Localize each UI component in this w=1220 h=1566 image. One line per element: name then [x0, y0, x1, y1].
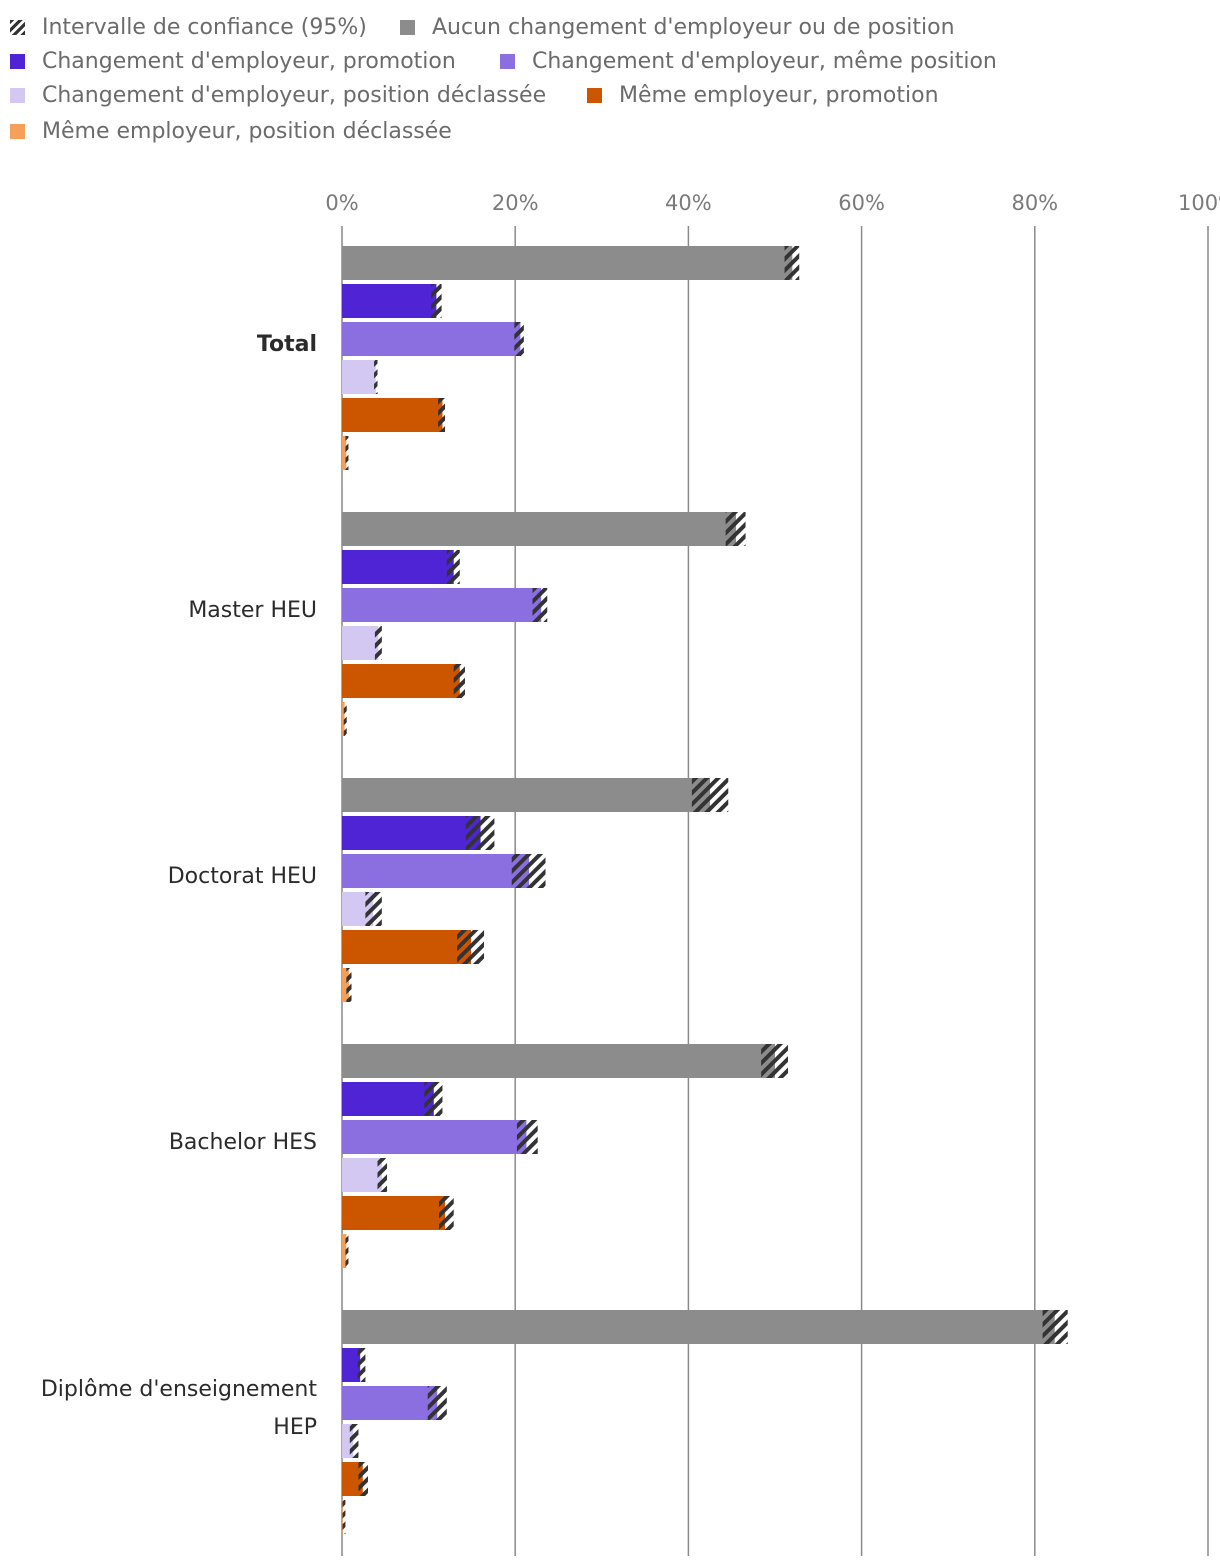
category-label: Diplôme d'enseignement	[41, 1377, 318, 1402]
x-tick-label: 40%	[665, 191, 712, 215]
confidence-interval	[374, 360, 378, 394]
bar	[342, 626, 379, 660]
legend-swatch-hatched	[10, 19, 25, 35]
x-tick-label: 60%	[838, 191, 885, 215]
confidence-interval	[438, 1196, 454, 1230]
bar	[342, 512, 737, 546]
bar	[342, 1500, 343, 1534]
bar	[342, 1348, 361, 1382]
bar	[342, 1310, 1055, 1344]
confidence-interval	[516, 1120, 538, 1154]
category-label: HEP	[273, 1415, 317, 1440]
legend-item: Aucun changement d'employeur ou de posit…	[400, 10, 955, 44]
confidence-interval	[453, 664, 465, 698]
bar	[342, 1386, 438, 1420]
bar	[342, 1462, 363, 1496]
bar	[342, 1234, 347, 1268]
bar	[342, 968, 349, 1002]
category-label: Master HEU	[188, 598, 317, 623]
confidence-interval	[511, 854, 546, 888]
confidence-interval	[532, 588, 548, 622]
chart-legend: Intervalle de confiance (95%) Aucun chang…	[0, 0, 1220, 160]
x-tick-label: 20%	[492, 191, 539, 215]
confidence-interval	[725, 512, 746, 546]
bar	[342, 284, 437, 318]
bar	[342, 322, 521, 356]
bar	[342, 1196, 446, 1230]
confidence-interval	[358, 1462, 368, 1496]
legend-item: Changement d'employeur, position déclass…	[10, 78, 546, 112]
confidence-interval	[427, 1386, 447, 1420]
bar	[342, 930, 472, 964]
legend-label: Changement d'employeur, même position	[532, 48, 997, 74]
confidence-interval	[345, 436, 349, 470]
confidence-interval	[365, 892, 382, 926]
bar	[342, 1424, 354, 1458]
legend-label: Même employeur, promotion	[619, 82, 939, 108]
bar	[342, 1082, 434, 1116]
confidence-interval	[374, 626, 382, 660]
category-label: Doctorat HEU	[168, 864, 317, 889]
bar	[342, 702, 345, 736]
confidence-interval	[514, 322, 524, 356]
bar	[342, 436, 347, 470]
confidence-interval	[343, 702, 347, 736]
legend-swatch	[400, 19, 415, 35]
confidence-interval	[691, 778, 729, 812]
bar	[342, 778, 711, 812]
confidence-interval	[784, 246, 800, 280]
legend-item: Même employeur, promotion	[587, 78, 939, 112]
legend-item: Même employeur, position déclassée	[10, 114, 452, 148]
confidence-interval	[357, 1348, 366, 1382]
legend-label: Aucun changement d'employeur ou de posit…	[432, 14, 955, 40]
bar	[342, 398, 443, 432]
x-tick-label: 80%	[1011, 191, 1058, 215]
confidence-interval	[1042, 1310, 1068, 1344]
x-tick-label: 0%	[325, 191, 358, 215]
legend-swatch	[587, 87, 602, 103]
legend-swatch	[500, 53, 515, 69]
confidence-interval	[342, 1500, 346, 1534]
confidence-interval	[438, 398, 446, 432]
bar	[342, 1120, 527, 1154]
legend-label: Intervalle de confiance (95%)	[42, 14, 367, 40]
x-tick-label: 100%	[1178, 191, 1220, 215]
bar	[342, 854, 530, 888]
confidence-interval	[346, 968, 352, 1002]
confidence-interval	[349, 1424, 359, 1458]
confidence-interval	[465, 816, 495, 850]
bar	[342, 360, 376, 394]
legend-item: Changement d'employeur, même position	[500, 44, 997, 78]
confidence-interval	[345, 1234, 349, 1268]
confidence-interval	[377, 1158, 388, 1192]
legend-swatch	[10, 87, 25, 103]
legend-label: Même employeur, position déclassée	[42, 118, 452, 144]
legend-item-ci: Intervalle de confiance (95%)	[10, 10, 367, 44]
legend-label: Changement d'employeur, promotion	[42, 48, 456, 74]
bar	[342, 588, 542, 622]
bar	[342, 246, 793, 280]
confidence-interval	[431, 284, 442, 318]
bar	[342, 550, 454, 584]
bar	[342, 1044, 775, 1078]
category-label: Total	[257, 332, 317, 357]
legend-swatch	[10, 123, 25, 139]
confidence-interval	[424, 1082, 443, 1116]
bar	[342, 1158, 382, 1192]
legend-item: Changement d'employeur, promotion	[10, 44, 456, 78]
legend-label: Changement d'employeur, position déclass…	[42, 82, 547, 108]
confidence-interval	[446, 550, 460, 584]
legend-swatch	[10, 53, 25, 69]
confidence-interval	[457, 930, 485, 964]
category-label: Bachelor HES	[169, 1130, 317, 1155]
bar	[342, 816, 481, 850]
bar	[342, 664, 460, 698]
confidence-interval	[761, 1044, 788, 1078]
